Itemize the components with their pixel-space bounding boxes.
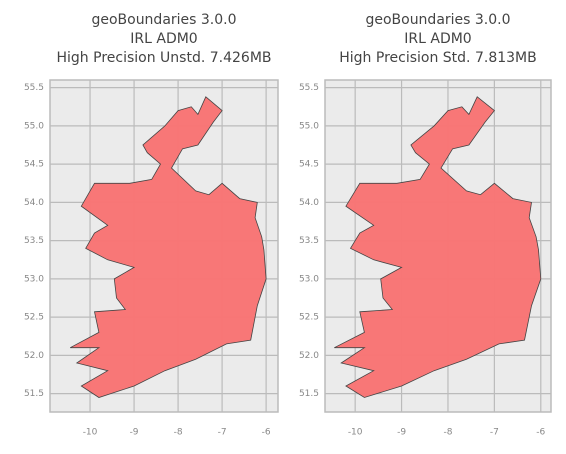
chart-title: IRL ADM0 bbox=[404, 31, 471, 47]
x-tick-label: -10 bbox=[348, 428, 363, 438]
x-tick-label: -10 bbox=[83, 428, 98, 438]
y-tick-label: 51.5 bbox=[299, 389, 319, 399]
y-tick-label: 53.0 bbox=[24, 274, 44, 284]
y-tick-label: 54.5 bbox=[24, 160, 44, 170]
country-shape bbox=[334, 96, 542, 398]
x-tick-label: -9 bbox=[397, 428, 406, 438]
y-tick-label: 52.5 bbox=[24, 313, 44, 323]
y-tick-label: 54.0 bbox=[24, 198, 44, 208]
y-tick-label: 55.5 bbox=[24, 83, 44, 93]
chart-title: High Precision Std. 7.813MB bbox=[339, 50, 536, 66]
x-tick-label: -7 bbox=[490, 428, 499, 438]
x-tick-label: -8 bbox=[443, 428, 452, 438]
chart-title: IRL ADM0 bbox=[130, 31, 197, 47]
y-tick-label: 53.5 bbox=[299, 236, 319, 246]
x-tick-label: -9 bbox=[130, 428, 139, 438]
y-tick-label: 55.0 bbox=[24, 121, 44, 131]
x-tick-label: -6 bbox=[262, 428, 271, 438]
y-tick-label: 55.5 bbox=[299, 83, 319, 93]
x-tick-label: -6 bbox=[536, 428, 545, 438]
x-tick-label: -7 bbox=[218, 428, 227, 438]
chart-title: geoBoundaries 3.0.0 bbox=[91, 12, 236, 28]
y-tick-label: 52.5 bbox=[299, 313, 319, 323]
chart-title: High Precision Unstd. 7.426MB bbox=[57, 50, 272, 66]
y-tick-label: 53.0 bbox=[299, 274, 319, 284]
y-tick-label: 55.0 bbox=[299, 121, 319, 131]
country-shape bbox=[70, 96, 267, 398]
y-tick-label: 54.0 bbox=[299, 198, 319, 208]
y-tick-label: 52.0 bbox=[24, 351, 44, 361]
y-tick-label: 52.0 bbox=[299, 351, 319, 361]
chart-title: geoBoundaries 3.0.0 bbox=[365, 12, 510, 28]
x-tick-label: -8 bbox=[174, 428, 183, 438]
y-tick-label: 51.5 bbox=[24, 389, 44, 399]
y-tick-label: 54.5 bbox=[299, 160, 319, 170]
y-tick-label: 53.5 bbox=[24, 236, 44, 246]
